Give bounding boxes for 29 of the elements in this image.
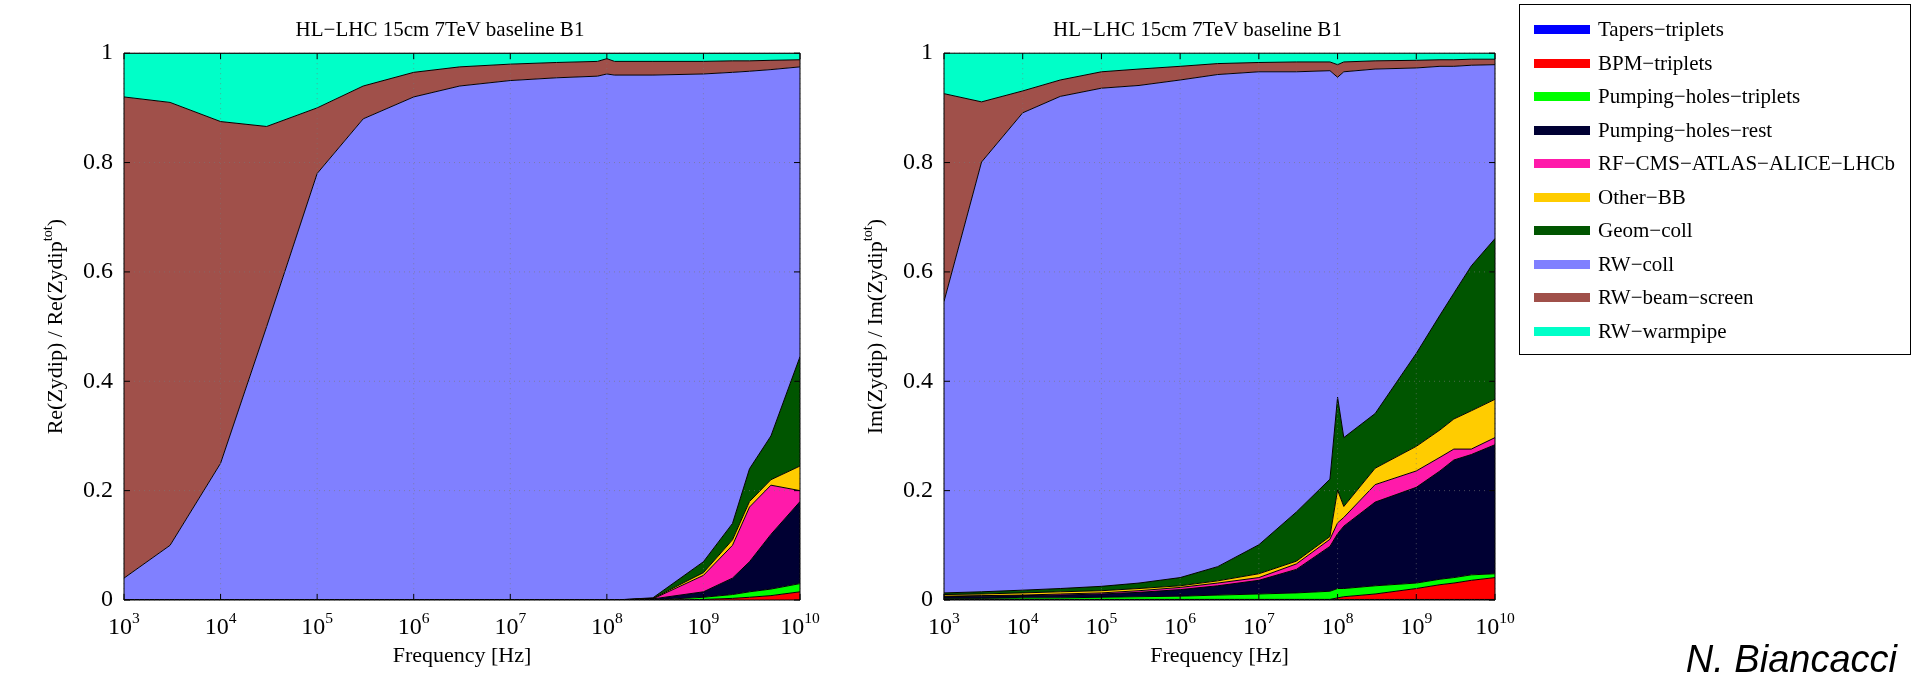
y-tick-label: 0.6 bbox=[83, 257, 113, 284]
y-tick-label: 0.6 bbox=[903, 257, 933, 284]
y-tick-label: 0.8 bbox=[83, 147, 113, 174]
legend-label: Pumping−holes−triplets bbox=[1598, 84, 1801, 110]
y-tick-label: 1 bbox=[101, 38, 113, 65]
y-tick-label: 0.8 bbox=[903, 147, 933, 174]
y-tick-label: 0.2 bbox=[903, 475, 933, 502]
legend-label: Other−BB bbox=[1598, 184, 1686, 210]
y-tick-label: 0.4 bbox=[83, 366, 113, 393]
legend-label: RF−CMS−ATLAS−ALICE−LHCb bbox=[1598, 151, 1896, 177]
y-tick-label: 0.2 bbox=[83, 475, 113, 502]
y-axis-title: Re(Zydip) / Re(Zydiptot) bbox=[39, 218, 67, 435]
chart-title: HL−LHC 15cm 7TeV baseline B1 bbox=[295, 17, 585, 42]
legend-label: RW−coll bbox=[1598, 251, 1675, 277]
y-axis-title: Im(Zydip) / Im(Zydiptot) bbox=[859, 218, 887, 435]
x-axis-title: Frequency [Hz] bbox=[1150, 642, 1289, 667]
legend-label: Tapers−triplets bbox=[1598, 17, 1724, 43]
y-tick-label: 0 bbox=[101, 585, 113, 612]
legend-label: BPM−triplets bbox=[1598, 50, 1713, 76]
legend-label: Geom−coll bbox=[1598, 218, 1693, 244]
legend-label: RW−beam−screen bbox=[1598, 285, 1754, 311]
y-tick-label: 1 bbox=[921, 38, 933, 65]
legend-label: RW−warmpipe bbox=[1598, 318, 1727, 344]
y-tick-label: 0.4 bbox=[903, 366, 933, 393]
text: N. Biancacci bbox=[1685, 638, 1897, 681]
y-tick-label: 0 bbox=[921, 585, 933, 612]
x-axis-title: Frequency [Hz] bbox=[392, 642, 532, 667]
chart-title: HL−LHC 15cm 7TeV baseline B1 bbox=[1053, 17, 1342, 42]
legend-label: Pumping−holes−rest bbox=[1598, 117, 1773, 143]
